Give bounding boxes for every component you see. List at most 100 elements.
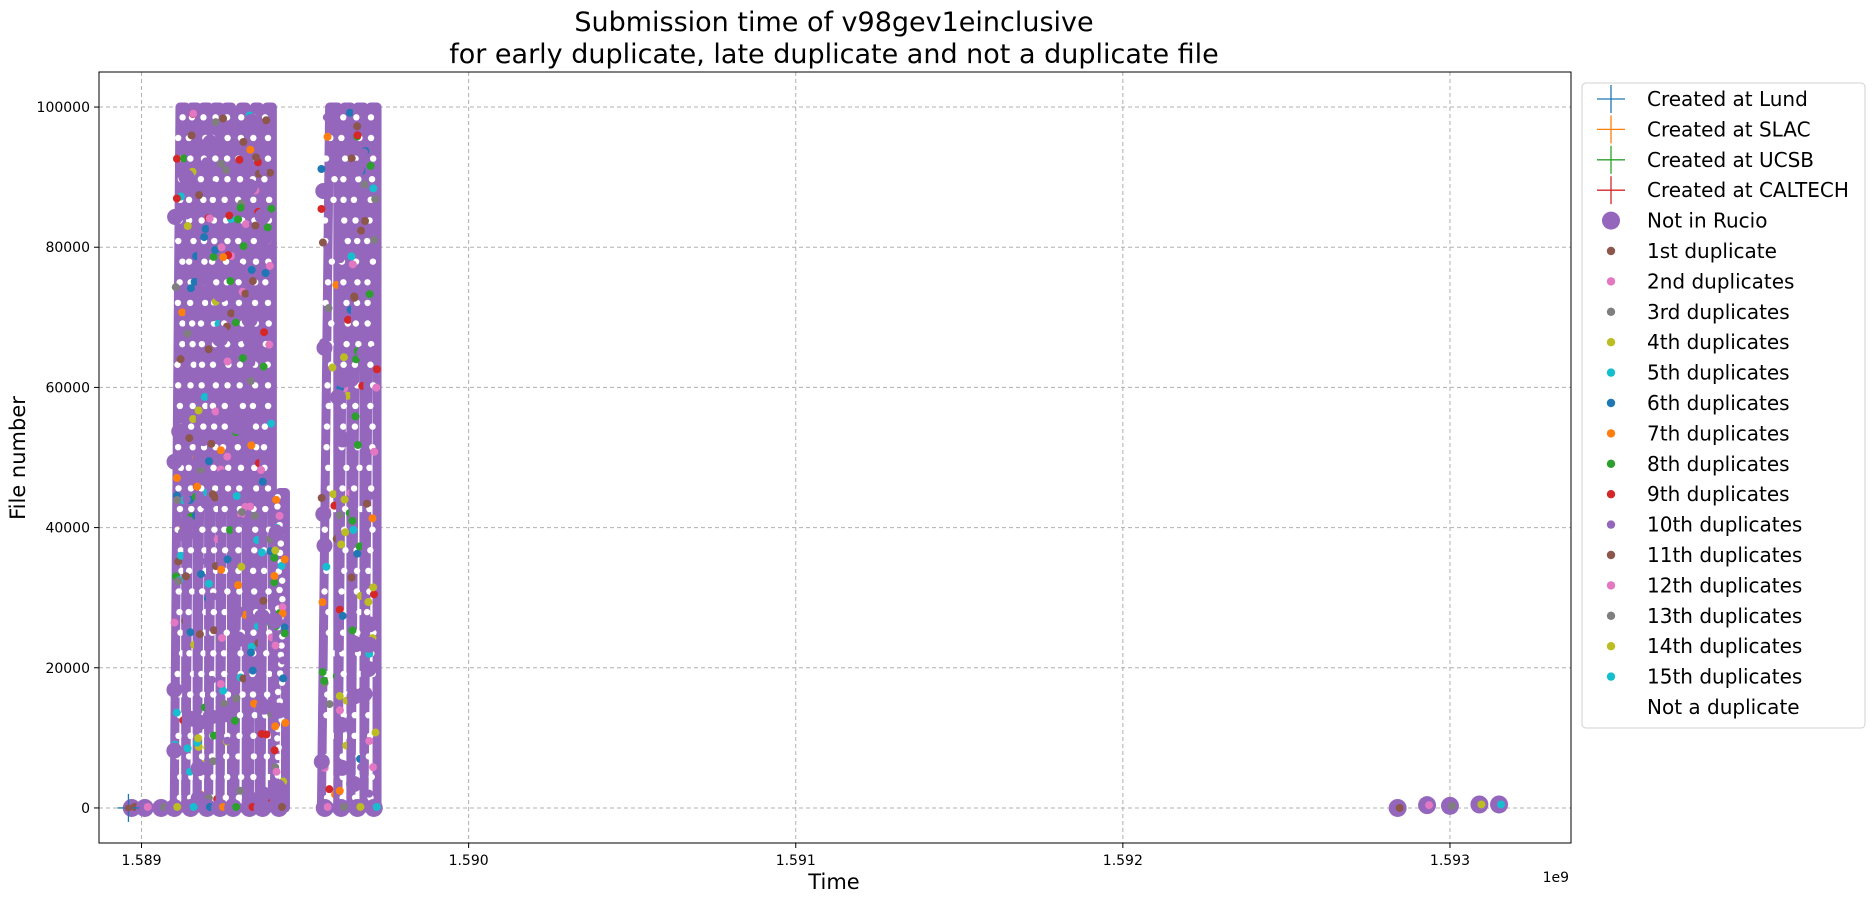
duplicate-point	[236, 786, 245, 795]
legend-marker	[1606, 520, 1616, 529]
duplicate-point	[372, 365, 381, 374]
not-a-duplicate-point	[174, 299, 182, 307]
duplicate-point	[277, 561, 286, 570]
legend-label: 4th duplicates	[1647, 330, 1790, 354]
duplicate-point	[209, 592, 218, 601]
not-a-duplicate-point	[177, 547, 185, 554]
duplicate-point	[193, 482, 202, 491]
not-in-rucio-point	[241, 178, 258, 195]
duplicate-point	[204, 579, 213, 588]
not-a-duplicate-point	[351, 732, 358, 740]
not-in-rucio-point	[256, 698, 273, 715]
not-in-rucio-point	[254, 208, 271, 225]
not-a-duplicate-point	[185, 567, 193, 575]
legend-entry: 12th duplicates	[1606, 573, 1802, 597]
duplicate-point	[237, 562, 246, 571]
legend-label: Created at SLAC	[1647, 117, 1811, 141]
not-a-duplicate-point	[174, 134, 182, 142]
not-a-duplicate-point	[235, 279, 242, 286]
not-a-duplicate-point	[212, 485, 219, 492]
duplicate-point	[180, 154, 189, 163]
not-a-duplicate-point	[175, 588, 182, 595]
not-a-duplicate-point	[331, 175, 338, 183]
not-in-rucio-point	[178, 168, 195, 185]
duplicate-point	[189, 109, 198, 118]
not-a-duplicate-point	[341, 567, 348, 575]
duplicate-point	[259, 362, 268, 371]
not-a-duplicate-point	[355, 340, 362, 348]
not-a-duplicate-point	[190, 361, 197, 368]
duplicate-point	[355, 542, 364, 551]
not-a-duplicate-point	[179, 320, 186, 327]
duplicate-point	[187, 131, 196, 140]
not-a-duplicate-point	[200, 423, 207, 430]
not-a-duplicate-point	[250, 237, 258, 245]
not-in-rucio-point	[356, 345, 373, 362]
not-a-duplicate-point	[197, 320, 205, 327]
duplicate-point	[183, 329, 192, 338]
duplicate-point	[239, 137, 248, 146]
legend-label: Not in Rucio	[1647, 209, 1767, 233]
duplicate-point	[219, 686, 228, 695]
not-a-duplicate-point	[340, 196, 347, 204]
not-a-duplicate-point	[210, 423, 218, 430]
not-a-duplicate-point	[220, 650, 228, 657]
duplicate-point	[338, 611, 347, 620]
legend-marker	[1606, 672, 1616, 681]
duplicate-point	[251, 229, 260, 238]
duplicate-point	[232, 802, 241, 811]
legend-marker	[1606, 642, 1616, 651]
not-a-duplicate-point	[340, 279, 347, 286]
duplicate-point	[246, 377, 255, 386]
not-a-duplicate-point	[176, 505, 184, 513]
not-a-duplicate-point	[250, 753, 258, 760]
not-a-duplicate-point	[224, 175, 231, 183]
not-a-duplicate-point	[239, 402, 247, 410]
not-a-duplicate-point	[210, 691, 217, 698]
not-in-rucio-column	[359, 102, 382, 813]
duplicate-point	[247, 441, 256, 450]
duplicate-point	[366, 161, 375, 170]
not-a-duplicate-point	[197, 175, 205, 183]
duplicate-point	[369, 763, 378, 772]
duplicate-point	[247, 265, 256, 274]
duplicate-point	[172, 154, 181, 163]
not-a-duplicate-point	[321, 588, 328, 595]
duplicate-point	[200, 392, 209, 401]
duplicate-point	[261, 269, 270, 278]
duplicate-point	[353, 131, 362, 140]
duplicate-point	[211, 246, 220, 255]
not-in-rucio-point	[229, 418, 246, 435]
chart-title: Submission time of v98gev1einclusive for…	[449, 7, 1219, 70]
duplicate-point	[360, 180, 369, 189]
duplicate-point	[278, 656, 287, 665]
not-a-duplicate-point	[252, 423, 260, 430]
not-a-duplicate-point	[367, 547, 374, 554]
duplicate-point	[357, 226, 366, 235]
not-a-duplicate-point	[278, 642, 285, 649]
legend-entry: 6th duplicates	[1606, 391, 1790, 415]
duplicate-point	[372, 383, 381, 392]
duplicate-point	[172, 708, 181, 717]
not-a-duplicate-point	[340, 175, 347, 183]
not-a-duplicate-point	[321, 526, 329, 533]
duplicate-point	[236, 516, 245, 525]
duplicate-point	[335, 786, 344, 795]
legend-entry: 8th duplicates	[1606, 452, 1790, 476]
not-in-rucio-point	[216, 706, 233, 723]
not-a-duplicate-point	[264, 382, 272, 389]
not-a-duplicate-point	[237, 650, 244, 657]
not-a-duplicate-point	[208, 670, 216, 678]
not-in-rucio-point	[190, 760, 207, 777]
duplicate-point	[335, 692, 344, 701]
legend-label: 10th duplicates	[1647, 513, 1802, 537]
not-a-duplicate-point	[363, 608, 371, 616]
duplicate-point	[234, 215, 243, 224]
not-a-duplicate-point	[279, 596, 286, 603]
y-tick-label: 0	[81, 801, 90, 817]
legend-entry: 1st duplicate	[1606, 239, 1777, 263]
not-a-duplicate-point	[251, 547, 258, 554]
not-a-duplicate-point	[236, 361, 244, 368]
duplicate-point	[220, 699, 229, 708]
not-in-rucio-point	[253, 387, 270, 404]
